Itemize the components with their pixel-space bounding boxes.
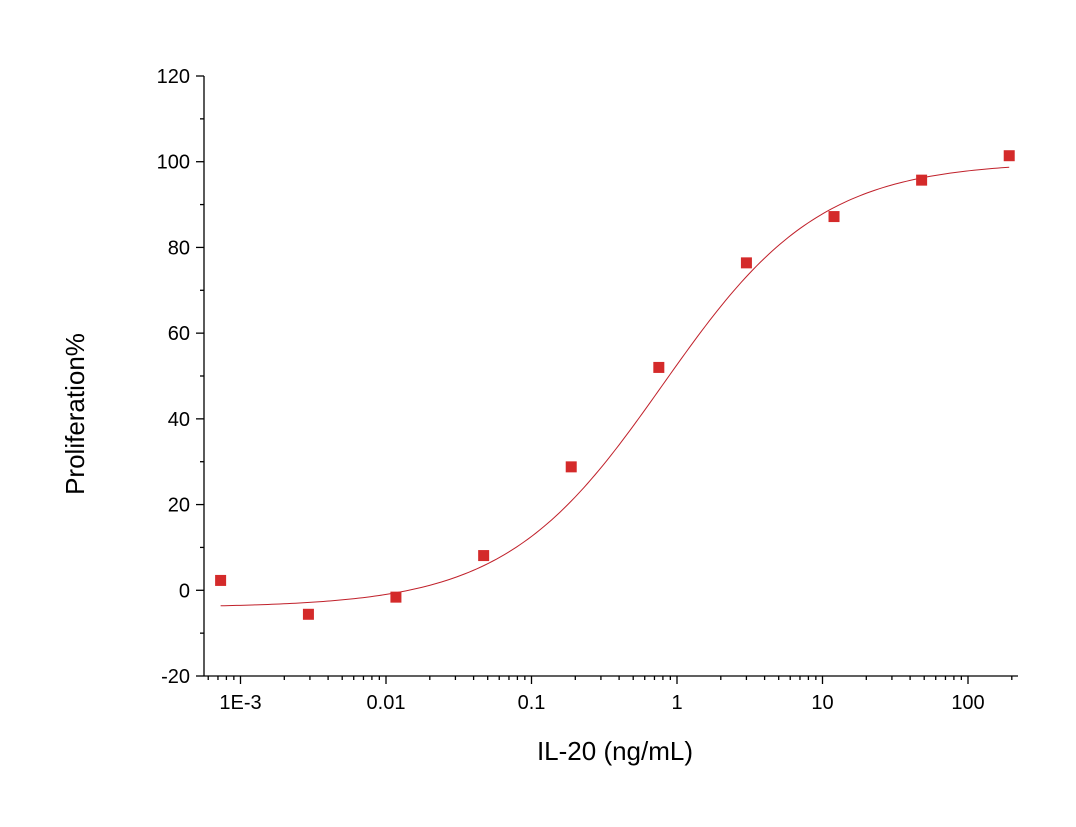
y-tick-label: -20 [161,666,190,688]
x-tick-label: 100 [951,692,984,714]
x-tick-label: 0.01 [367,692,406,714]
y-tick-label: 80 [168,237,190,259]
data-point [390,591,402,603]
y-tick-label: 40 [168,409,190,431]
x-axis-label: IL-20 (ng/mL) [537,736,693,766]
data-points [215,150,1015,620]
data-point [740,257,752,269]
x-tick-labels: 1E-3 0.01 0.1 1 10 100 [219,692,984,714]
data-point [828,211,840,223]
data-point [215,574,227,586]
data-point [1003,150,1015,162]
fit-curve [220,166,1010,607]
x-tick-label: 1E-3 [219,692,261,714]
y-tick-label: 20 [168,495,190,517]
y-axis-label: Proliferation% [60,333,90,495]
y-tick-label: 60 [168,323,190,345]
data-point [653,361,665,373]
data-point [302,608,314,620]
data-point [478,550,490,562]
y-tick-label: 0 [179,580,190,602]
x-tick-label: 10 [811,692,833,714]
x-tick-label: 1 [671,692,682,714]
data-point [565,461,577,473]
x-tick-label: 0.1 [518,692,546,714]
y-tick-label: 100 [157,152,190,174]
axes [196,75,1018,684]
data-point [916,174,928,186]
y-tick-labels: -20 0 20 40 60 80 100 120 [157,66,190,688]
y-tick-label: 120 [157,66,190,88]
